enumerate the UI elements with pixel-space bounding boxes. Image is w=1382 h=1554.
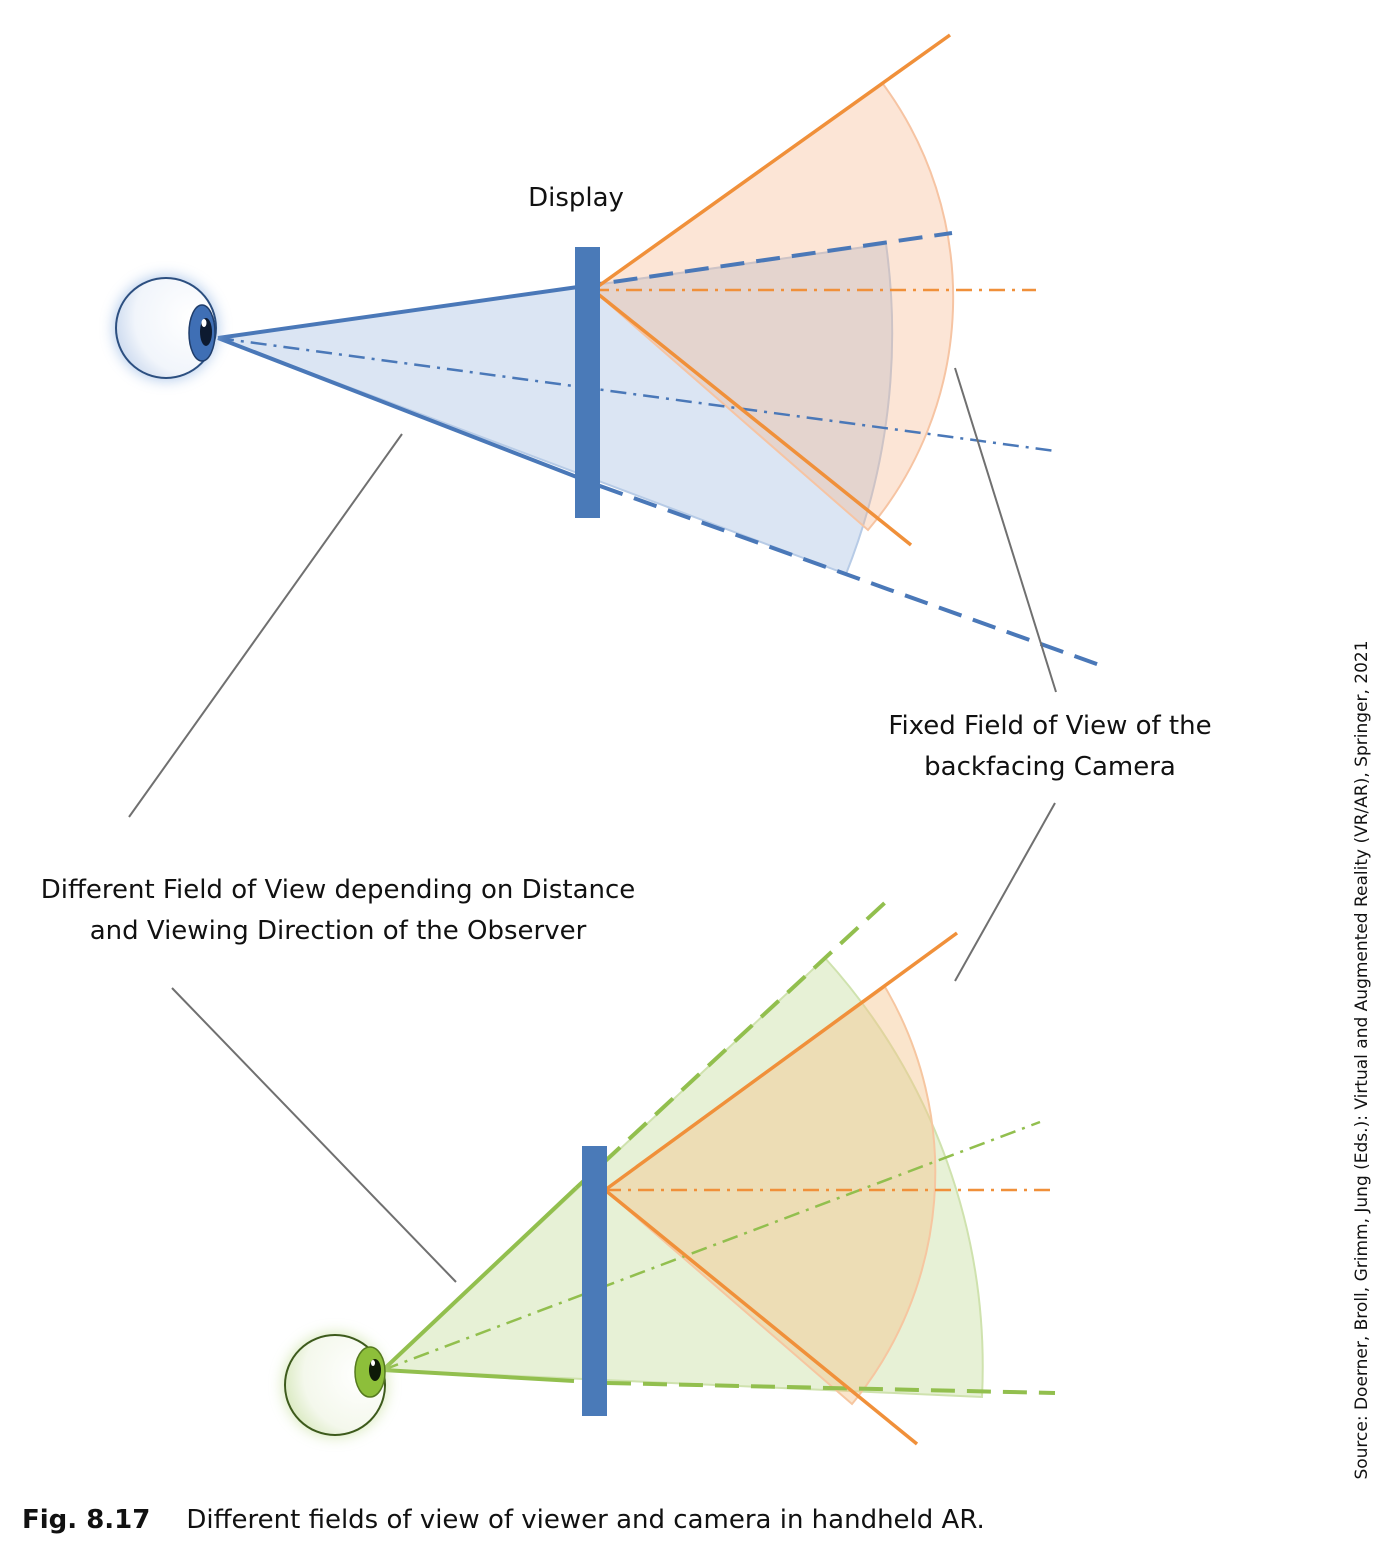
top-scene (114, 33, 1106, 669)
viewer-fov-fill-top (217, 242, 894, 576)
different-fov-label: Different Field of View depending on Dis… (8, 870, 668, 952)
camera-ray-lower-bottom (603, 1188, 919, 1446)
leader-fixed-fov-top (954, 367, 1057, 693)
caption-text: Different fields of view of viewer and c… (186, 1505, 985, 1535)
camera-fov-fill-bottom (603, 985, 937, 1406)
figure-caption: Fig. 8.17 Different fields of view of vie… (22, 1505, 985, 1535)
viewer-axis-bottom (382, 1120, 1041, 1372)
eye-icon-blue (114, 276, 218, 380)
viewer-ray-upper-bottom (381, 1186, 578, 1372)
viewer-ray-lower-bottom (382, 1368, 575, 1383)
viewer-ray-upper-top (217, 285, 579, 340)
fixed-fov-label: Fixed Field of View of the backfacing Ca… (840, 706, 1260, 788)
leader-fixed-fov-bottom (954, 802, 1056, 982)
viewer-ray-upper-extension-top (577, 231, 953, 289)
figure-number: Fig. 8.17 (22, 1505, 151, 1535)
bottom-scene (283, 896, 1057, 1446)
viewer-ray-lower-extension-bottom (606, 1381, 1056, 1395)
viewer-axis-top (217, 336, 1056, 453)
fixed-fov-label-line1: Fixed Field of View of the (888, 711, 1212, 741)
leader-different-fov-bottom (171, 987, 457, 1283)
camera-fov-fill-top (591, 82, 955, 532)
display-bar-top (575, 247, 600, 518)
different-fov-label-line2: and Viewing Direction of the Observer (89, 916, 587, 946)
viewer-ray-lower-top (217, 336, 601, 488)
viewer-fov-fill-bottom (380, 956, 984, 1399)
leader-lines (128, 367, 1057, 1283)
eye-icon-green (283, 1333, 387, 1437)
display-bar-bottom (582, 1146, 607, 1416)
fixed-fov-label-line2: backfacing Camera (924, 752, 1176, 782)
camera-ray-upper-bottom (603, 931, 959, 1192)
source-credit: Source: Doerner, Broll, Grimm, Jung (Eds… (1352, 640, 1372, 1480)
camera-ray-upper-top (591, 33, 952, 292)
different-fov-label-line1: Different Field of View depending on Dis… (40, 875, 636, 905)
camera-ray-lower-top (591, 288, 913, 547)
leader-different-fov-top (128, 433, 403, 818)
viewer-ray-lower-extension-top (599, 484, 1106, 669)
display-label: Display (528, 183, 624, 213)
